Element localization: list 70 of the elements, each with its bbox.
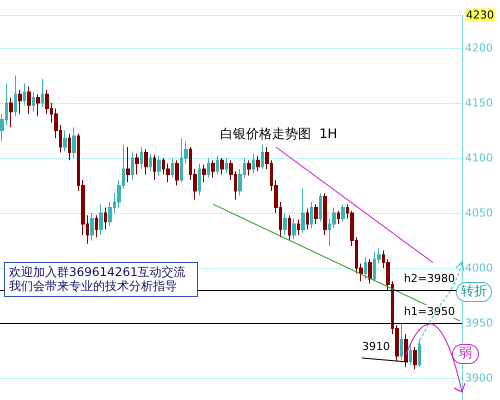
ref-line-label: h2=3980 [404,272,455,285]
annotation: 欢迎加入群369614261互动交流我们会带来专业的技术分析指导 [4,262,198,297]
candlestick [175,160,179,186]
candlestick [153,154,156,180]
candlestick [99,204,103,236]
y-tick-label: 4050 [465,206,493,220]
candlestick [319,192,322,222]
text: 白银价格走势图 1H [220,127,338,142]
candlestick [283,212,287,236]
candlestick [63,130,67,152]
candlestick [157,155,161,176]
candlestick [364,256,367,280]
candlestick [297,219,300,236]
candlestick [247,160,251,176]
annotation: 弱 [452,344,479,364]
candlestick [292,218,296,240]
candlestick [36,94,40,117]
y-tick-label: 3900 [465,372,493,384]
candlestick [207,158,210,178]
candlestick [144,148,148,175]
candlestick [216,155,219,175]
candlestick [95,214,98,238]
candlestick [288,214,291,241]
candlestick [41,78,44,108]
candlestick [140,146,143,170]
candlestick [18,89,22,114]
candlestick [310,202,313,229]
candlestick [68,133,71,161]
annotation: 转折 [456,282,492,302]
candlestick [32,92,35,112]
candlestick [27,86,31,114]
candlestick [400,322,403,361]
candlestick [418,339,421,368]
candlestick [409,342,412,366]
candlestick [149,153,152,172]
candlestick [306,208,309,230]
candlestick [341,204,345,222]
candlestick [72,126,76,158]
candlestick [198,163,201,196]
candlestick [14,75,17,117]
candlestick [9,97,13,128]
y-tick-label: 4100 [465,152,493,164]
y-tick-label: 4200 [465,42,493,54]
candlestick [131,152,134,180]
candlestick [252,153,255,174]
candlestick [261,144,264,170]
candlestick [314,204,318,224]
candlestick [404,334,408,368]
candlestick [211,160,215,178]
candlestick [337,210,340,224]
candlestick [220,158,224,175]
candlestick [104,207,107,230]
candlestick [202,164,206,183]
candlestick [256,155,260,172]
y-tick-label: 4150 [465,96,493,110]
candlestick [23,82,26,106]
candlestick [135,153,139,175]
y-tick-label: 4000 [465,262,493,274]
ref-line-label: h1=3950 [404,305,455,318]
y-tick-label: 3950 [465,316,493,330]
candlestick [171,158,174,178]
annotation: 3910 [362,340,390,354]
candlestick [90,212,94,241]
candlestick [126,146,130,183]
y-tick-label: 4230 [466,8,494,22]
candlestick [225,158,228,174]
candlestick [323,192,327,236]
candlestick [413,346,417,370]
candlestick [301,188,305,234]
candlestick [368,258,372,284]
